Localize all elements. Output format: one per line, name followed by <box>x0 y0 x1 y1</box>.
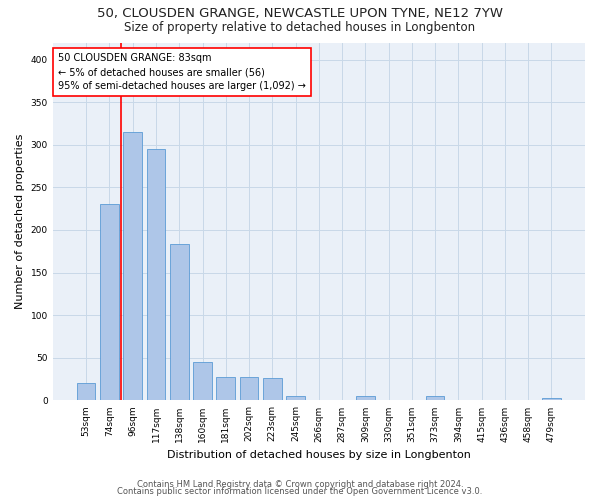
Bar <box>286 396 305 400</box>
Bar <box>146 149 165 401</box>
Y-axis label: Number of detached properties: Number of detached properties <box>15 134 25 309</box>
Bar <box>356 396 374 400</box>
Bar <box>240 378 259 400</box>
X-axis label: Distribution of detached houses by size in Longbenton: Distribution of detached houses by size … <box>167 450 471 460</box>
Text: Size of property relative to detached houses in Longbenton: Size of property relative to detached ho… <box>124 21 476 34</box>
Bar <box>170 244 188 400</box>
Text: 50, CLOUSDEN GRANGE, NEWCASTLE UPON TYNE, NE12 7YW: 50, CLOUSDEN GRANGE, NEWCASTLE UPON TYNE… <box>97 8 503 20</box>
Bar <box>124 132 142 400</box>
Text: Contains public sector information licensed under the Open Government Licence v3: Contains public sector information licen… <box>118 488 482 496</box>
Bar <box>217 378 235 400</box>
Bar <box>193 362 212 401</box>
Bar <box>426 396 445 400</box>
Text: Contains HM Land Registry data © Crown copyright and database right 2024.: Contains HM Land Registry data © Crown c… <box>137 480 463 489</box>
Text: 50 CLOUSDEN GRANGE: 83sqm
← 5% of detached houses are smaller (56)
95% of semi-d: 50 CLOUSDEN GRANGE: 83sqm ← 5% of detach… <box>58 53 306 91</box>
Bar <box>542 398 561 400</box>
Bar <box>100 204 119 400</box>
Bar <box>263 378 281 400</box>
Bar <box>77 384 95 400</box>
